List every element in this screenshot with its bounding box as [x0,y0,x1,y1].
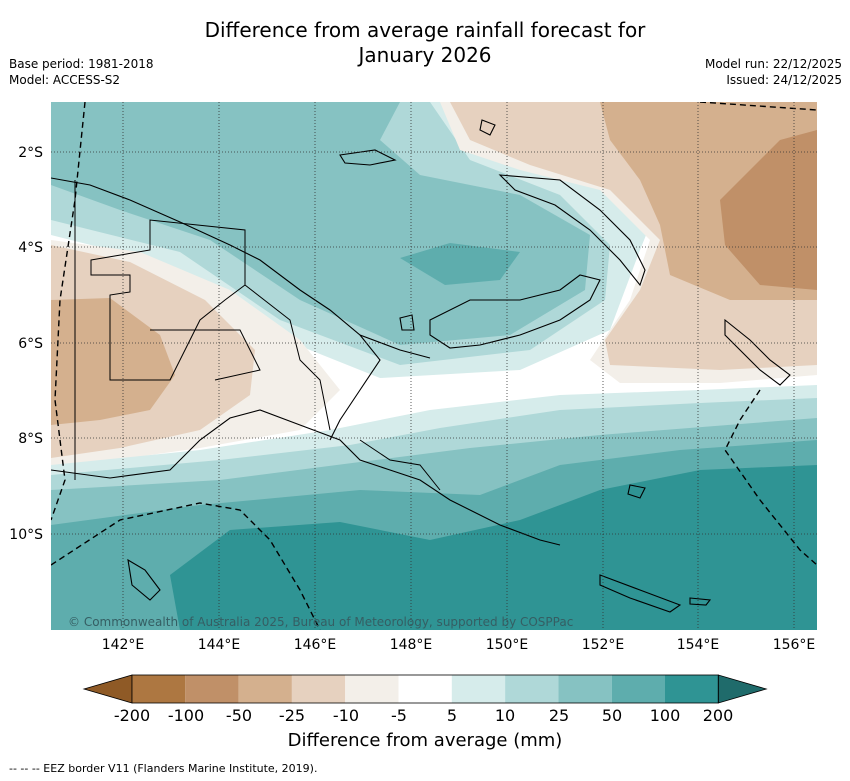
lat-label: 8°S [18,431,43,447]
borders [74,180,441,491]
colorbar-labels: -200 -100 -50 -25 -10 -5 5 10 25 50 100 … [114,706,733,725]
lat-label: 6°S [18,336,43,352]
lon-labels: 142°E 144°E 146°E 148°E 150°E 152°E 154°… [102,637,816,653]
graticule [51,102,817,630]
colorbar-extend-low [82,674,133,704]
chart-title-line2: January 2026 [358,43,492,67]
wet-band-north-100 [400,243,520,285]
colorbar-segment [505,675,559,703]
wet-band-south-100 [170,465,817,630]
model-name: Model: ACCESS-S2 [9,73,121,87]
dry-region-west-25 [51,298,175,425]
colorbar-segment [345,675,399,703]
lat-label: 10°S [9,527,43,543]
colorbar-extend-high [717,674,768,704]
wet-band-north-50 [51,102,590,345]
lon-label: 142°E [102,637,145,653]
lon-label: 144°E [198,637,241,653]
colorbar-label: 25 [549,706,569,725]
colorbar-label: 5 [447,706,457,725]
lat-labels: 2°S 4°S 6°S 8°S 10°S [9,145,43,543]
colorbar-label: -25 [279,706,305,725]
chart-title-line1: Difference from average rainfall forecas… [204,18,646,42]
colorbar-label: -100 [168,706,204,725]
colorbar-label: -5 [391,706,407,725]
colorbar-label: 100 [650,706,681,725]
map-area: © Commonwealth of Australia 2025, Bureau… [51,102,817,630]
lat-label: 2°S [18,145,43,161]
colorbar-label: -10 [333,706,359,725]
dry-region-east-50 [720,130,817,290]
issued-date: Issued: 24/12/2025 [726,73,842,87]
eez-border [51,102,817,630]
colorbar-label: -200 [114,706,150,725]
meta-right: Model run: 22/12/2025 Issued: 24/12/2025 [705,56,842,88]
colorbar-label: 200 [703,706,734,725]
colorbar-frame [131,674,719,704]
base-period: Base period: 1981-2018 [9,57,154,71]
copyright-text: © Commonwealth of Australia 2025, Bureau… [68,615,573,629]
colorbar-segment [665,675,719,703]
lon-label: 156°E [773,637,816,653]
colorbar [82,674,768,704]
colorbar-segment [611,675,665,703]
model-run: Model run: 22/12/2025 [704,57,842,71]
lon-label: 148°E [390,637,433,653]
colorbar-segment [558,675,612,703]
lon-label: 152°E [582,637,625,653]
chart-title: Difference from average rainfall forecas… [0,18,850,68]
colorbar-segment [398,675,452,703]
colorbar-segment [451,675,506,703]
lon-label: 150°E [486,637,529,653]
colorbar-label: 10 [495,706,515,725]
colorbar-label: -50 [226,706,252,725]
colorbar-segment [185,675,239,703]
colorbar-title: Difference from average (mm) [287,730,563,751]
coastlines [51,119,791,613]
lon-label: 154°E [677,637,720,653]
colorbar-segment [238,675,292,703]
meta-left: Base period: 1981-2018 Model: ACCESS-S2 [9,56,154,88]
colorbar-segment [291,675,346,703]
lon-label: 146°E [294,637,337,653]
eez-footnote: -- -- -- EEZ border V11 (Flanders Marine… [9,762,318,775]
colorbar-label: 50 [602,706,622,725]
colorbar-segment [132,675,186,703]
lat-label: 4°S [18,240,43,256]
